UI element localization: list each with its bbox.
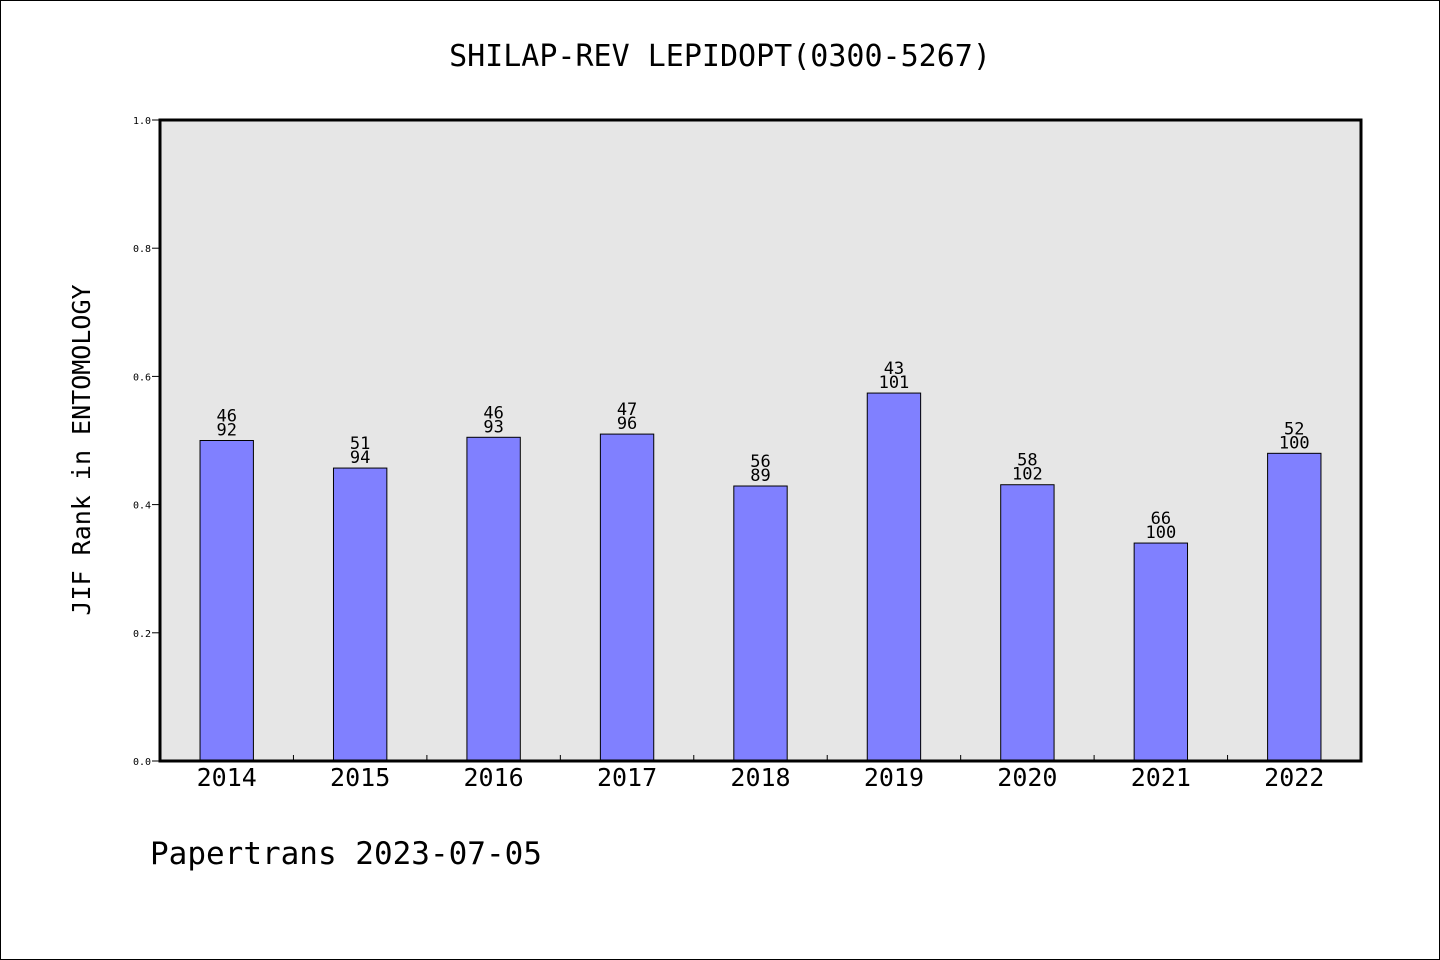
y-tick-label: 1.0 [133,116,151,127]
bar-rank-label: 46 [216,407,236,427]
bar-2018 [733,485,788,762]
y-axis-label: JIF Rank in ENTOMOLOGY [67,284,96,615]
bar-total-label: 100 [1145,523,1176,543]
y-tick-label: 0.4 [133,501,151,512]
x-tick-label: 2018 [730,763,790,792]
y-tick-label: 0.8 [133,244,151,255]
footer-credit: Papertrans 2023-07-05 [150,836,542,872]
bar-total-label: 89 [750,466,770,486]
bar-rank-label: 46 [483,403,503,423]
x-tick-label: 2019 [864,763,924,792]
bar-rank-label: 58 [1017,451,1037,471]
bar-rank-label: 66 [1151,509,1171,529]
bar-total-label: 94 [350,448,370,468]
bar-2016 [466,436,521,762]
bar-2022 [1267,452,1322,762]
bar-series [199,392,1322,762]
bar-2017 [599,433,655,762]
x-tick-label: 2021 [1131,763,1191,792]
x-tick-label: 2020 [997,763,1057,792]
y-tick-label: 0.0 [133,757,151,768]
bar-total-label: 96 [617,414,637,434]
plot-border [158,118,1363,763]
bar-total-label: 92 [216,421,236,441]
bar-2020 [1000,484,1055,762]
bar-rank-label: 43 [884,359,904,379]
bar-rank-label: 47 [617,400,637,420]
x-tick-label: 2017 [597,763,657,792]
x-tick-label: 2016 [464,763,524,792]
bar-total-label: 93 [483,417,503,437]
bar-2014 [199,440,254,762]
x-tick-label: 2015 [330,763,390,792]
bar-total-label: 102 [1012,465,1043,485]
x-tick-label: 2014 [197,763,257,792]
bar-rank-label: 56 [750,452,770,472]
bar-rank-label: 52 [1284,419,1304,439]
bar-2021 [1133,542,1189,762]
x-tick-label: 2022 [1264,763,1324,792]
bar-2019 [866,392,922,762]
y-tick-label: 0.6 [133,372,151,383]
y-axis-ticks: 0.0 0.2 0.4 0.6 0.8 1.0 [133,116,160,768]
y-tick-label: 0.2 [133,629,151,640]
bar-total-label: 101 [879,373,910,393]
x-axis-tick-labels: 2014 2015 2016 2017 2018 2019 2020 2021 2022 [197,763,1325,792]
bar-total-label: 100 [1279,433,1310,453]
bar-rank-label: 51 [350,434,370,454]
bar-2015 [332,467,388,762]
chart-title: SHILAP-REV LEPIDOPT(0300-5267) [449,39,991,74]
